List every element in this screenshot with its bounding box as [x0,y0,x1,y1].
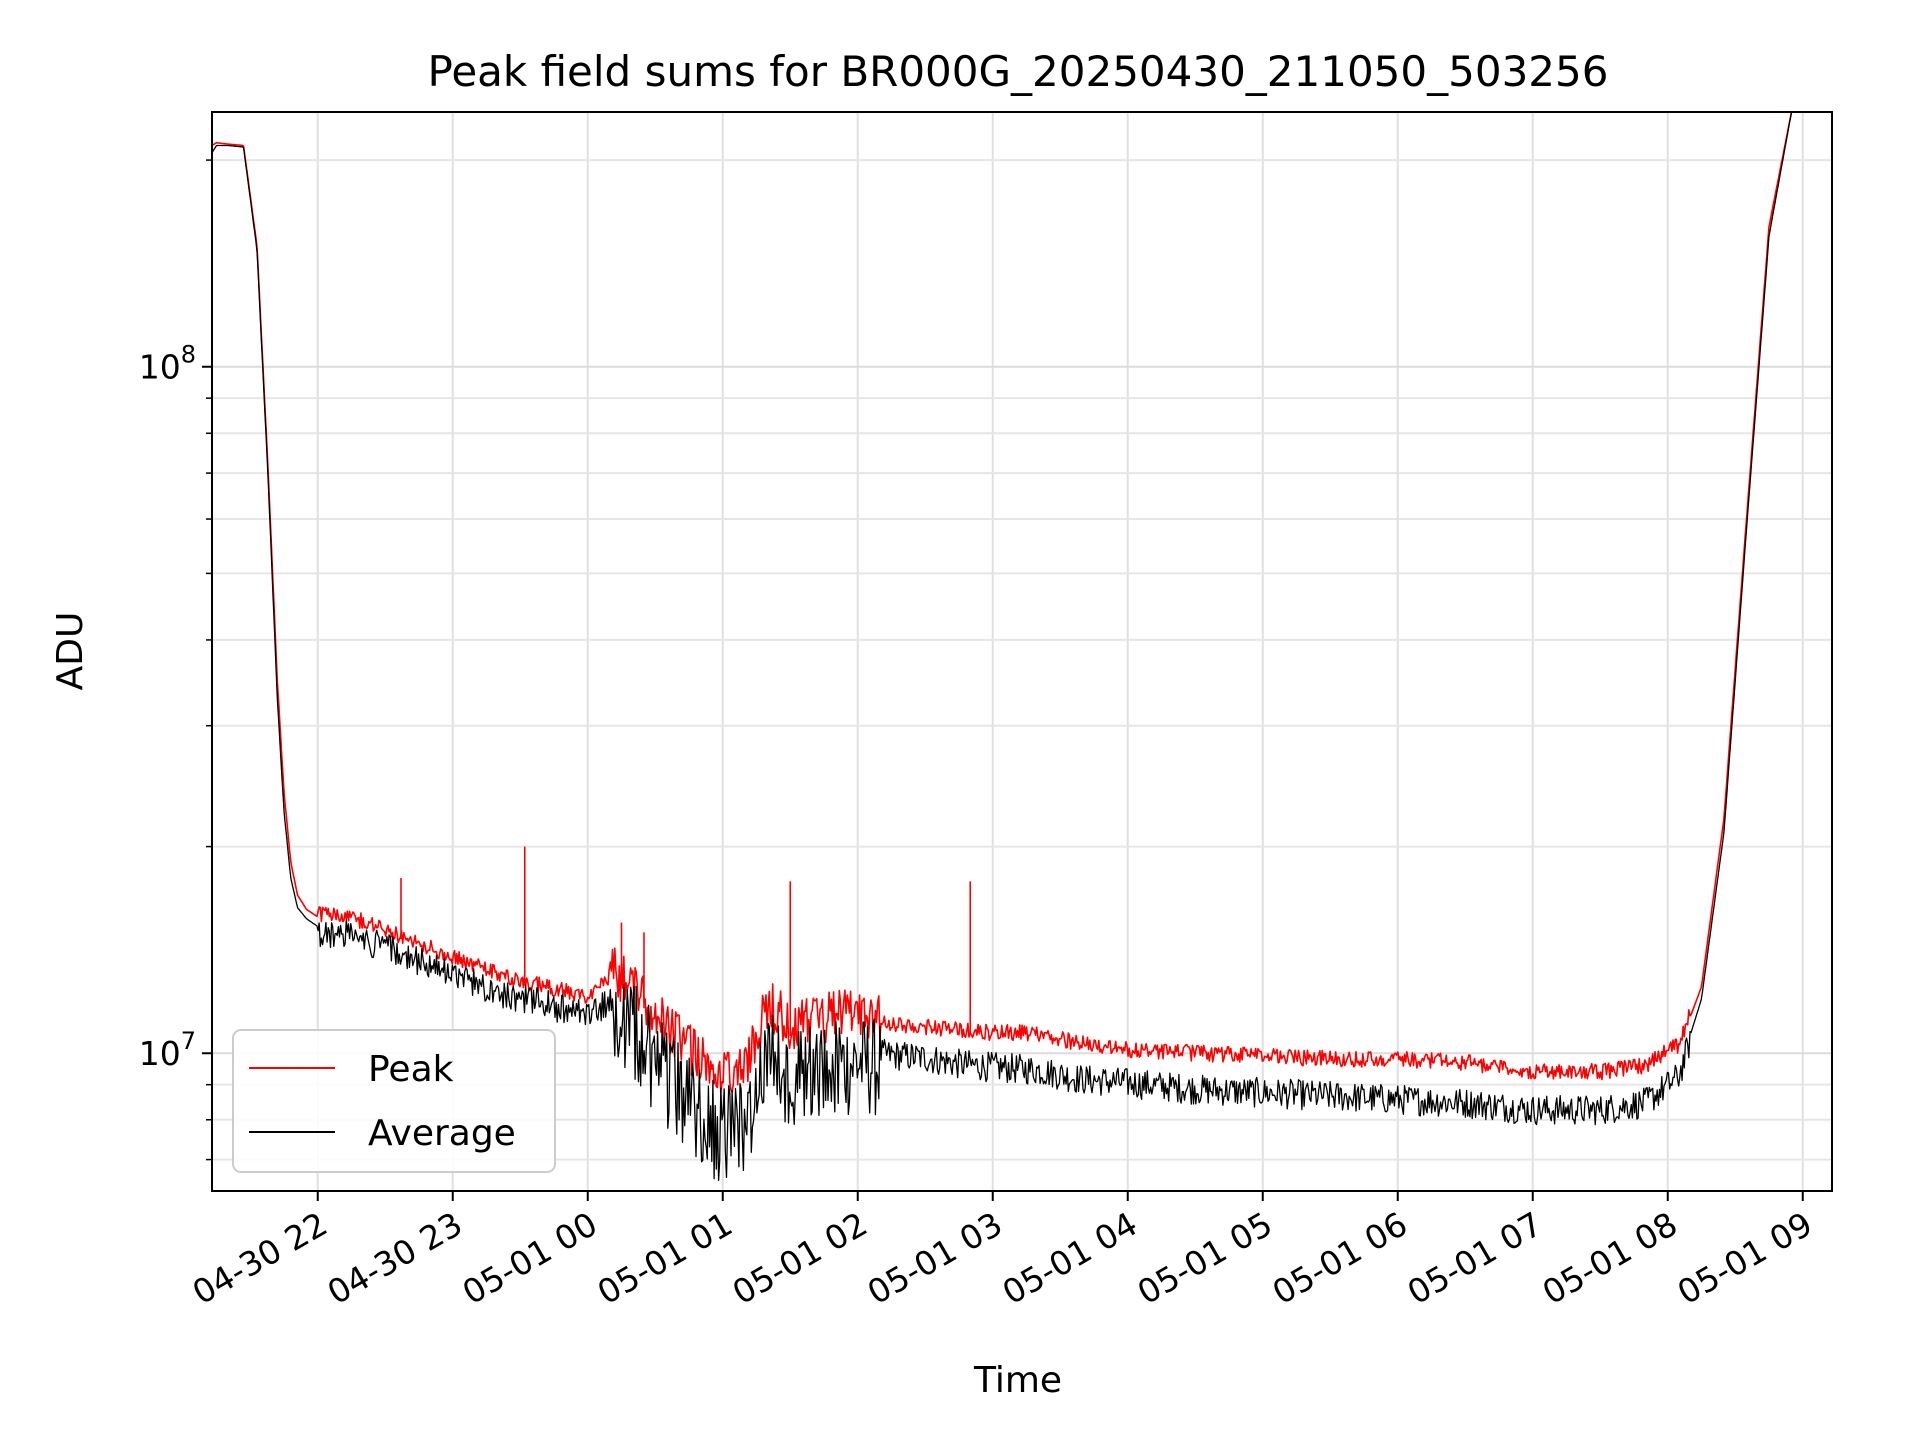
legend-label-peak: Peak [368,1049,454,1090]
series-line-average [212,112,1793,1182]
x-tick-label: 05-01 03 [861,1204,1009,1312]
x-tick-label: 04-30 22 [186,1204,334,1312]
legend: Peak Average [232,1029,556,1173]
x-tick-label: 05-01 04 [996,1204,1144,1312]
x-tick-label: 05-01 00 [456,1204,604,1312]
x-tick-label: 04-30 23 [321,1204,469,1312]
y-tick-label: 107 [139,1027,196,1073]
plot-frame [211,111,1833,1192]
chart-title: Peak field sums for BR000G_20250430_2110… [428,47,1609,96]
y-tick-label-base: 10 [139,1034,181,1073]
x-tick-label: 05-01 07 [1401,1204,1549,1312]
y-tick-label: 108 [139,341,196,387]
legend-box [232,1029,556,1173]
x-tick-label: 05-01 05 [1131,1204,1279,1312]
plot-series [212,112,1793,1182]
y-tick-label-base: 10 [139,348,181,387]
y-tick-label-exponent: 7 [181,1027,196,1055]
y-axis-label: ADU [50,612,91,691]
y-tick-label-exponent: 8 [181,341,196,369]
x-tick-label: 05-01 02 [726,1204,874,1312]
legend-label-average: Average [368,1113,516,1154]
x-tick-label: 05-01 09 [1671,1204,1819,1312]
x-tick-label: 05-01 08 [1536,1204,1684,1312]
series-line-peak [212,112,1793,1094]
x-tick-label: 05-01 06 [1266,1204,1414,1312]
x-axis-label: Time [973,1360,1062,1401]
grid-lines [212,112,1832,1191]
x-tick-label: 05-01 01 [591,1204,739,1312]
